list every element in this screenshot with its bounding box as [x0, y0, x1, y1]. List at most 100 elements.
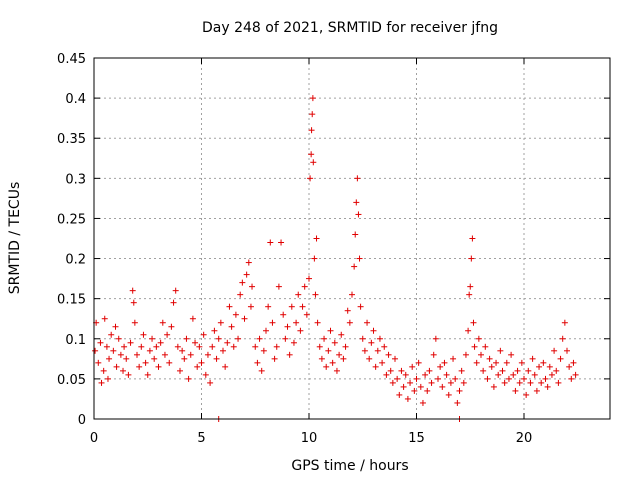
- data-point: [134, 351, 140, 358]
- data-point: [525, 367, 532, 374]
- data-point: [559, 335, 566, 342]
- data-point: [364, 319, 371, 326]
- data-point: [103, 343, 110, 350]
- y-tick-label: 0.35: [57, 132, 86, 147]
- data-point: [527, 379, 534, 386]
- data-point: [159, 319, 166, 326]
- data-point: [303, 311, 310, 318]
- data-point: [146, 347, 153, 354]
- data-point: [220, 347, 226, 354]
- data-point: [256, 335, 263, 342]
- data-point: [273, 343, 280, 350]
- data-point: [359, 335, 366, 342]
- data-point: [572, 371, 579, 378]
- data-point: [157, 339, 164, 346]
- data-point: [370, 327, 377, 334]
- data-point: [409, 363, 416, 370]
- data-point: [430, 351, 437, 358]
- data-point: [570, 359, 577, 366]
- data-point: [311, 255, 318, 262]
- data-point: [553, 367, 560, 374]
- data-point: [314, 319, 321, 326]
- data-point: [170, 299, 177, 306]
- data-point: [286, 351, 293, 358]
- data-point: [426, 367, 433, 374]
- data-point: [536, 363, 543, 370]
- data-point: [260, 347, 267, 354]
- data-point: [97, 339, 104, 346]
- data-point: [540, 359, 547, 366]
- data-point: [351, 263, 358, 270]
- y-tick-label: 0.3: [65, 172, 86, 187]
- data-point: [168, 323, 175, 330]
- data-point: [361, 347, 368, 354]
- data-point: [121, 343, 128, 350]
- data-point: [245, 259, 252, 266]
- data-point: [213, 355, 220, 362]
- data-point: [211, 327, 218, 334]
- data-point: [258, 367, 265, 374]
- data-point: [179, 347, 186, 354]
- data-point: [149, 335, 156, 342]
- data-point: [497, 347, 504, 354]
- data-point: [402, 371, 409, 378]
- data-point: [542, 375, 549, 382]
- grid: [94, 58, 610, 419]
- data-point: [228, 323, 235, 330]
- y-tick-label: 0: [78, 413, 86, 428]
- data-point: [372, 363, 379, 370]
- data-point: [428, 379, 435, 386]
- data-point: [117, 351, 124, 358]
- data-point: [533, 387, 540, 394]
- data-point: [125, 371, 132, 378]
- data-point: [288, 303, 295, 310]
- data-point: [172, 287, 179, 294]
- data-point: [263, 327, 269, 334]
- data-point: [108, 331, 115, 338]
- data-point: [101, 315, 108, 322]
- data-point: [465, 327, 472, 334]
- data-point: [174, 343, 181, 350]
- data-point: [376, 335, 383, 342]
- y-axis-label: SRMTID / TECUs: [7, 182, 23, 295]
- data-point: [297, 327, 304, 334]
- data-point: [280, 311, 287, 318]
- data-point: [331, 339, 338, 346]
- data-point: [254, 359, 261, 366]
- data-point: [235, 335, 242, 342]
- data-point: [385, 351, 392, 358]
- data-point: [198, 359, 205, 366]
- data-point: [187, 351, 194, 358]
- data-point: [177, 367, 183, 374]
- data-point: [129, 287, 136, 294]
- data-point: [555, 379, 562, 386]
- data-point: [164, 331, 171, 338]
- data-point: [357, 303, 364, 310]
- x-tick-label: 15: [408, 431, 425, 446]
- data-point: [271, 355, 278, 362]
- y-tick-label: 0.05: [57, 373, 86, 388]
- data-point: [329, 359, 336, 366]
- y-tick-label: 0.4: [65, 92, 86, 107]
- data-point: [104, 375, 111, 382]
- y-tick-label: 0.1: [65, 333, 86, 348]
- data-point: [185, 375, 192, 382]
- data-point: [354, 175, 361, 182]
- data-point: [100, 367, 107, 374]
- data-point: [115, 335, 122, 342]
- data-point: [226, 303, 233, 310]
- data-point: [387, 367, 394, 374]
- data-point: [106, 355, 113, 362]
- data-points: [92, 95, 579, 422]
- data-point: [417, 383, 424, 390]
- data-point: [278, 239, 285, 246]
- data-point: [447, 379, 454, 386]
- data-point: [207, 379, 214, 386]
- data-point: [454, 399, 461, 406]
- data-point: [452, 375, 459, 382]
- x-axis-label: GPS time / hours: [291, 458, 408, 474]
- data-point: [566, 363, 573, 370]
- data-point: [445, 391, 452, 398]
- data-point: [432, 335, 439, 342]
